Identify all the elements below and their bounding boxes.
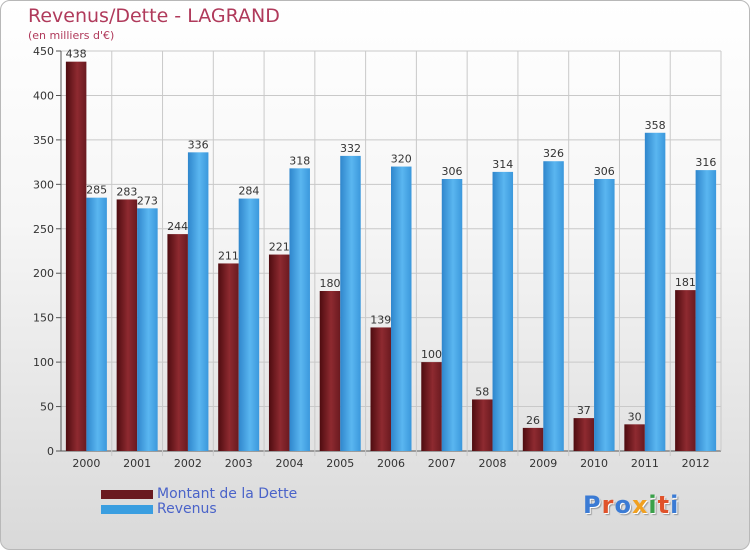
logo-letter: o bbox=[614, 491, 632, 519]
bar-revenus bbox=[594, 179, 615, 451]
data-label-dette: 37 bbox=[577, 404, 591, 417]
bar-revenus bbox=[492, 171, 514, 451]
proxiti-logo: Proxiti bbox=[583, 491, 679, 519]
x-tick-label: 2001 bbox=[123, 457, 151, 470]
data-label-revenus: 306 bbox=[442, 165, 463, 178]
bar-revenus bbox=[187, 152, 209, 452]
data-label-dette: 100 bbox=[421, 348, 442, 361]
logo-letter: i bbox=[648, 491, 658, 519]
x-tick-label: 2012 bbox=[682, 457, 710, 470]
logo-letter: P bbox=[583, 491, 602, 519]
x-tick-label: 2004 bbox=[275, 457, 303, 470]
chart-subtitle: (en milliers d'€) bbox=[28, 29, 115, 42]
bar-dette bbox=[675, 290, 696, 451]
data-label-revenus: 285 bbox=[86, 184, 107, 197]
bar-dette bbox=[218, 263, 239, 451]
data-label-revenus: 273 bbox=[137, 194, 158, 207]
y-tick-label: 50 bbox=[40, 401, 54, 414]
logo-letter: x bbox=[631, 491, 649, 519]
x-tick-label: 2005 bbox=[326, 457, 354, 470]
legend-label-dette: Montant de la Dette bbox=[157, 486, 298, 502]
bar-revenus bbox=[441, 179, 463, 451]
data-label-dette: 283 bbox=[116, 185, 137, 198]
bar-dette bbox=[624, 424, 645, 451]
data-label-revenus: 320 bbox=[391, 153, 412, 166]
y-tick-label: 450 bbox=[33, 45, 54, 58]
x-tick-label: 2007 bbox=[428, 457, 456, 470]
y-tick-label: 400 bbox=[33, 89, 54, 102]
data-label-dette: 181 bbox=[675, 276, 696, 289]
bar-revenus bbox=[340, 155, 361, 451]
bar-dette bbox=[472, 399, 493, 451]
data-label-revenus: 306 bbox=[594, 165, 615, 178]
data-label-dette: 30 bbox=[628, 410, 642, 423]
bar-dette bbox=[421, 362, 442, 451]
bar-revenus bbox=[644, 132, 666, 451]
x-tick-label: 2002 bbox=[174, 457, 202, 470]
x-tick-label: 2008 bbox=[479, 457, 507, 470]
data-label-revenus: 336 bbox=[188, 138, 209, 151]
x-tick-label: 2011 bbox=[631, 457, 659, 470]
data-label-dette: 26 bbox=[526, 414, 540, 427]
data-label-dette: 438 bbox=[66, 48, 87, 61]
bar-dette bbox=[116, 199, 138, 451]
logo-letter: r bbox=[601, 491, 615, 519]
data-label-revenus: 316 bbox=[695, 156, 716, 169]
y-tick-label: 150 bbox=[33, 312, 54, 325]
bar-dette bbox=[573, 418, 595, 451]
legend-swatch-revenus bbox=[101, 505, 153, 514]
data-label-revenus: 326 bbox=[543, 147, 564, 160]
y-tick-label: 350 bbox=[33, 134, 54, 147]
x-tick-label: 2006 bbox=[377, 457, 405, 470]
bar-revenus bbox=[238, 198, 260, 451]
y-tick-label: 250 bbox=[33, 223, 54, 236]
bar-dette bbox=[268, 254, 290, 451]
data-label-dette: 139 bbox=[370, 313, 391, 326]
data-label-revenus: 284 bbox=[238, 185, 259, 198]
y-tick-label: 100 bbox=[33, 356, 54, 369]
data-label-revenus: 358 bbox=[645, 119, 666, 132]
data-label-revenus: 318 bbox=[289, 154, 310, 167]
bar-revenus bbox=[86, 197, 107, 451]
bar-revenus bbox=[543, 161, 564, 451]
bar-dette bbox=[167, 234, 188, 451]
x-tick-label: 2010 bbox=[580, 457, 608, 470]
y-tick-label: 300 bbox=[33, 178, 54, 191]
x-tick-label: 2003 bbox=[225, 457, 253, 470]
data-label-dette: 180 bbox=[319, 277, 340, 290]
bar-revenus bbox=[137, 208, 158, 451]
chart-title: Revenus/Dette - LAGRAND bbox=[28, 5, 280, 27]
bar-dette bbox=[65, 61, 87, 452]
bar-dette bbox=[370, 327, 391, 451]
legend-swatch-dette bbox=[101, 490, 153, 499]
legend-label-revenus: Revenus bbox=[157, 501, 217, 517]
bar-dette bbox=[319, 291, 341, 451]
bar-revenus bbox=[695, 170, 717, 451]
x-tick-label: 2000 bbox=[72, 457, 100, 470]
data-label-dette: 58 bbox=[475, 385, 489, 398]
bar-revenus bbox=[289, 168, 310, 452]
data-label-dette: 221 bbox=[269, 241, 290, 254]
logo-letter: t bbox=[657, 491, 671, 519]
bar-revenus bbox=[391, 166, 412, 452]
y-tick-label: 200 bbox=[33, 267, 54, 280]
data-label-revenus: 314 bbox=[492, 158, 513, 171]
logo-letter: i bbox=[670, 491, 680, 519]
x-tick-label: 2009 bbox=[529, 457, 557, 470]
bar-dette bbox=[522, 427, 544, 451]
data-label-revenus: 332 bbox=[340, 142, 361, 155]
y-tick-label: 0 bbox=[47, 445, 54, 458]
data-label-dette: 211 bbox=[218, 249, 239, 262]
data-label-dette: 244 bbox=[167, 220, 188, 233]
